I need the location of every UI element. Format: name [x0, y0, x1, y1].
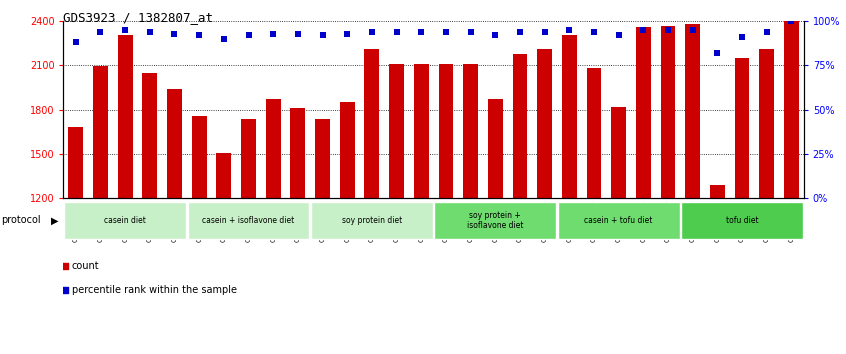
Bar [784, 21, 799, 354]
Bar [562, 34, 577, 354]
Point [242, 33, 255, 38]
Point [488, 33, 502, 38]
Point [538, 29, 552, 35]
Bar [389, 64, 404, 354]
Text: casein + tofu diet: casein + tofu diet [585, 216, 653, 225]
Bar [188, 202, 310, 239]
Bar [365, 49, 379, 354]
Bar [311, 202, 433, 239]
Bar [681, 202, 803, 239]
Point [415, 29, 428, 35]
Bar [315, 119, 330, 354]
Bar [434, 202, 556, 239]
Text: soy protein diet: soy protein diet [342, 216, 402, 225]
Text: ▶: ▶ [51, 215, 58, 225]
Point [514, 29, 527, 35]
Point [711, 50, 724, 56]
Point [439, 29, 453, 35]
Bar [192, 116, 206, 354]
Bar [64, 202, 186, 239]
Point [390, 29, 404, 35]
Text: count: count [72, 261, 100, 271]
Point [464, 29, 477, 35]
Point [241, 140, 255, 145]
Point [143, 29, 157, 35]
Point [291, 31, 305, 36]
Point [316, 33, 329, 38]
Bar [93, 66, 107, 354]
Bar [513, 54, 527, 354]
Point [612, 33, 625, 38]
Bar [661, 25, 675, 354]
Bar [463, 64, 478, 354]
Bar [636, 27, 651, 354]
Bar [241, 119, 255, 354]
Point [784, 18, 798, 24]
Text: GDS3923 / 1382807_at: GDS3923 / 1382807_at [63, 11, 213, 24]
Bar [266, 99, 281, 354]
Text: casein + isoflavone diet: casein + isoflavone diet [202, 216, 294, 225]
Bar [685, 24, 700, 354]
Bar [558, 202, 679, 239]
Point [662, 27, 675, 33]
Bar [438, 64, 453, 354]
Point [217, 36, 231, 42]
Bar [142, 73, 157, 354]
Text: protocol: protocol [1, 215, 41, 225]
Bar [118, 34, 133, 354]
Bar [710, 185, 725, 354]
Text: tofu diet: tofu diet [726, 216, 758, 225]
Bar [759, 49, 774, 354]
Bar [586, 68, 602, 354]
Bar [217, 153, 231, 354]
Bar [414, 64, 429, 354]
Point [587, 29, 601, 35]
Text: casein diet: casein diet [104, 216, 146, 225]
Point [365, 29, 379, 35]
Point [118, 27, 132, 33]
Point [192, 33, 206, 38]
Point [69, 40, 83, 45]
Bar [340, 102, 354, 354]
Point [168, 31, 181, 36]
Point [760, 29, 773, 35]
Bar [611, 107, 626, 354]
Bar [734, 58, 750, 354]
Bar [290, 108, 305, 354]
Point [563, 27, 576, 33]
Bar [537, 49, 552, 354]
Text: soy protein +
isoflavone diet: soy protein + isoflavone diet [467, 211, 524, 230]
Point [686, 27, 700, 33]
Point [735, 34, 749, 40]
Point [340, 31, 354, 36]
Text: percentile rank within the sample: percentile rank within the sample [72, 285, 237, 295]
Point [636, 27, 650, 33]
Point [266, 31, 280, 36]
Point [94, 29, 107, 35]
Bar [69, 127, 83, 354]
Bar [488, 99, 503, 354]
Bar [167, 89, 182, 354]
